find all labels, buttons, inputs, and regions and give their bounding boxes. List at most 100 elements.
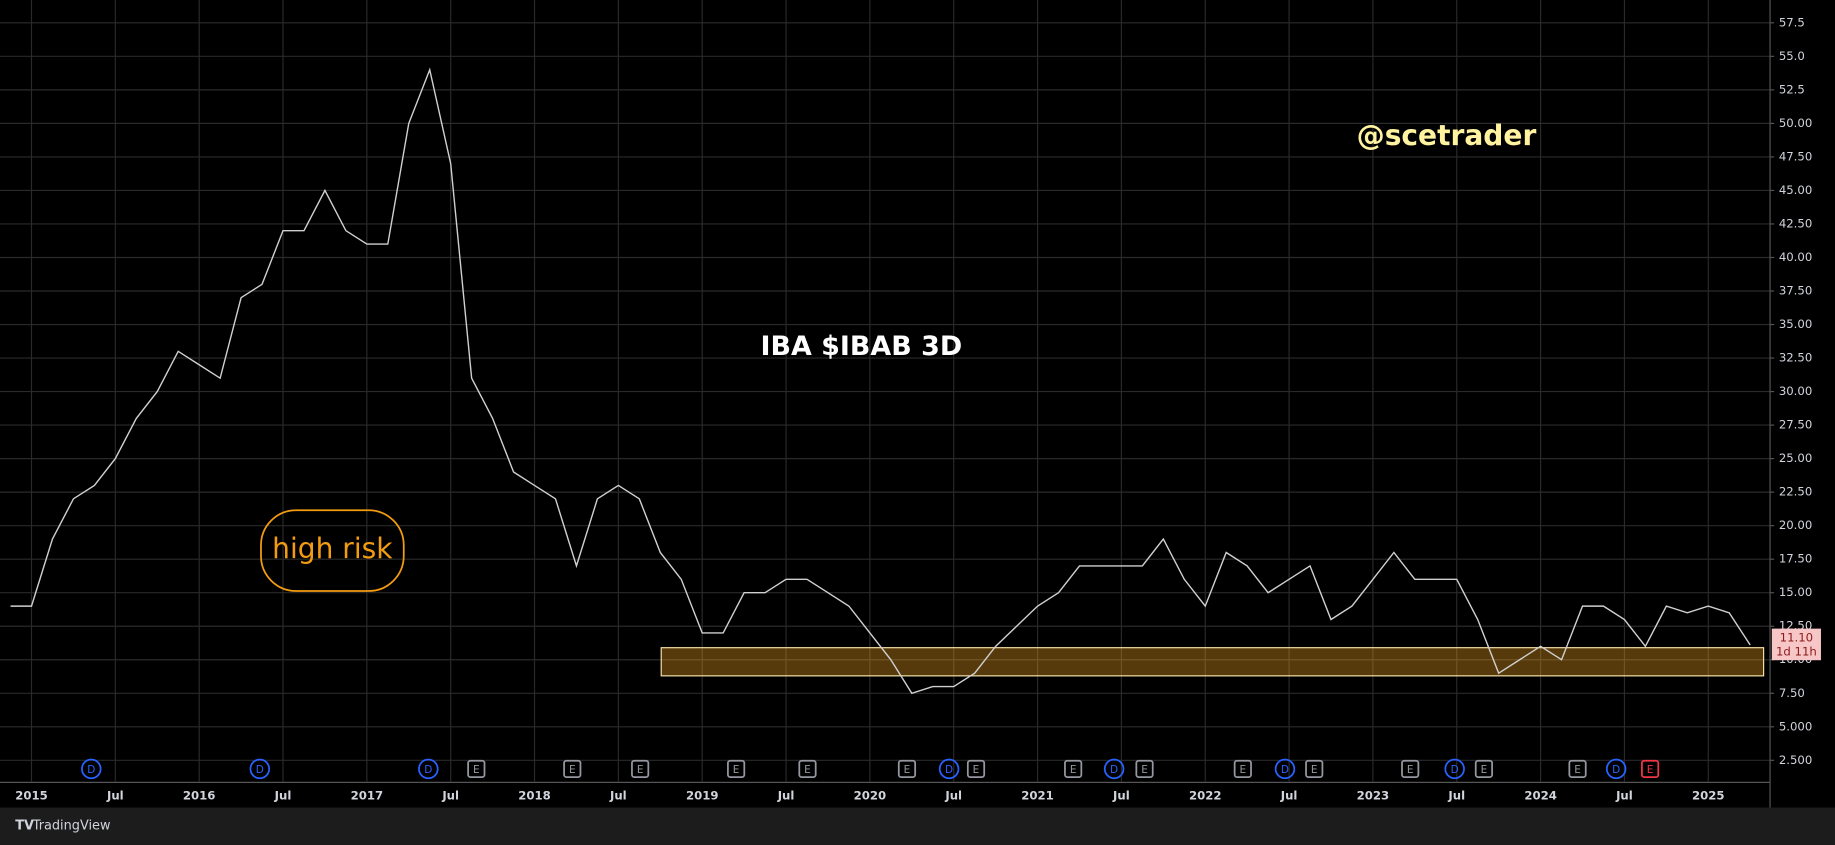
last-price-label: 11.10 — [1780, 630, 1813, 644]
earnings-marker — [1305, 759, 1324, 778]
event-label: D — [256, 764, 264, 776]
y-tick-label: 37.50 — [1779, 284, 1812, 298]
x-tick-label: 2020 — [854, 788, 887, 802]
marks — [10, 67, 1765, 695]
x-tick-label: Jul — [1447, 788, 1465, 802]
event-label: E — [804, 764, 811, 776]
event-label: E — [473, 764, 480, 776]
x-tick-label: 2016 — [183, 788, 216, 802]
dividend-marker — [1605, 758, 1627, 780]
earnings-marker — [1641, 759, 1660, 778]
y-tick-label: 32.50 — [1779, 351, 1812, 365]
y-tick-label: 57.5 — [1779, 15, 1805, 29]
x-tick-label: 2018 — [518, 788, 551, 802]
event-label: D — [1281, 764, 1289, 776]
dividend-marker — [1444, 758, 1465, 780]
earnings-marker — [1401, 759, 1420, 778]
earnings-marker — [798, 759, 817, 778]
x-tick-label: Jul — [1280, 788, 1298, 802]
y-tick-label: 15.00 — [1779, 585, 1812, 599]
x-tick-label: Jul — [274, 788, 292, 802]
earnings-marker — [727, 759, 746, 778]
event-label: E — [1070, 764, 1077, 776]
dividend-marker — [1274, 758, 1296, 780]
event-label: D — [945, 764, 953, 776]
support-zone — [660, 647, 1765, 677]
y-tick-label: 47.50 — [1779, 149, 1812, 163]
earnings-marker — [966, 759, 986, 778]
x-tick-label: 2022 — [1189, 788, 1222, 802]
x-tick-label: 2017 — [351, 788, 384, 802]
event-label: E — [1647, 764, 1654, 776]
event-label: E — [637, 764, 644, 776]
x-tick-label: 2015 — [15, 788, 48, 802]
event-label: D — [87, 764, 95, 776]
x-tick-label: 2021 — [1021, 788, 1054, 802]
y-tick-label: 50.00 — [1779, 116, 1812, 130]
event-label: D — [1451, 764, 1459, 776]
y-tick-label: 20.00 — [1779, 518, 1812, 532]
y-tick-label: 27.50 — [1779, 418, 1812, 432]
x-tick-label: Jul — [609, 788, 627, 802]
y-tick-label: 45.00 — [1779, 183, 1812, 197]
event-label: E — [1141, 764, 1148, 776]
earnings-marker — [1064, 759, 1083, 778]
earnings-marker — [1233, 759, 1252, 778]
y-tick-label: 52.5 — [1779, 82, 1805, 96]
y-tick-label: 2.500 — [1779, 753, 1812, 767]
y-tick-label: 30.00 — [1779, 384, 1812, 398]
x-tick-label: Jul — [777, 788, 795, 802]
x-tick-label: 2024 — [1524, 788, 1557, 802]
event-label: E — [1240, 764, 1247, 776]
earnings-marker — [897, 759, 917, 778]
earnings-marker — [1135, 759, 1154, 778]
event-label: D — [424, 764, 432, 776]
y-tick-label: 22.50 — [1779, 485, 1812, 499]
dividend-marker — [418, 758, 439, 780]
earnings-marker — [1474, 759, 1493, 778]
brand: TradingView — [32, 819, 111, 834]
earnings-marker — [563, 759, 582, 778]
event-label: E — [973, 764, 980, 776]
price-line — [10, 67, 1751, 695]
x-tick-label: Jul — [1615, 788, 1633, 802]
event-label: E — [1311, 764, 1318, 776]
grid — [0, 0, 1770, 782]
x-tick-label: 2023 — [1357, 788, 1390, 802]
x-tick-label: Jul — [1112, 788, 1130, 802]
annotation-box — [260, 509, 405, 592]
event-label: E — [1574, 764, 1581, 776]
x-tick-label: 2025 — [1692, 788, 1725, 802]
y-tick-label: 25.00 — [1779, 451, 1812, 465]
x-tick-label: Jul — [441, 788, 459, 802]
annotation: high risk — [272, 532, 393, 565]
event-label: E — [1481, 764, 1488, 776]
y-tick-label: 7.50 — [1779, 686, 1805, 700]
y-tick-label: 5.000 — [1779, 719, 1812, 733]
event-label: E — [733, 764, 740, 776]
dividend-marker — [938, 758, 960, 780]
footer — [0, 807, 1835, 845]
x-tick-label: Jul — [106, 788, 124, 802]
x-tick-label: Jul — [944, 788, 962, 802]
earnings-marker — [467, 759, 486, 778]
dividend-marker — [1103, 758, 1125, 780]
brand-logo: TV — [15, 819, 34, 834]
earnings-marker — [631, 759, 650, 778]
event-label: D — [1110, 764, 1118, 776]
event-label: D — [1612, 764, 1620, 776]
event-label: E — [904, 764, 911, 776]
y-tick-label: 35.00 — [1779, 317, 1812, 331]
event-label: E — [569, 764, 576, 776]
y-tick-label: 40.00 — [1779, 250, 1812, 264]
y-tick-label: 17.50 — [1779, 552, 1812, 566]
y-tick-label: 42.50 — [1779, 216, 1812, 230]
last-price-box — [1771, 628, 1821, 661]
dividend-marker — [249, 758, 271, 780]
x-tick-label: 2019 — [686, 788, 719, 802]
watermark: @scetrader — [1357, 119, 1537, 152]
